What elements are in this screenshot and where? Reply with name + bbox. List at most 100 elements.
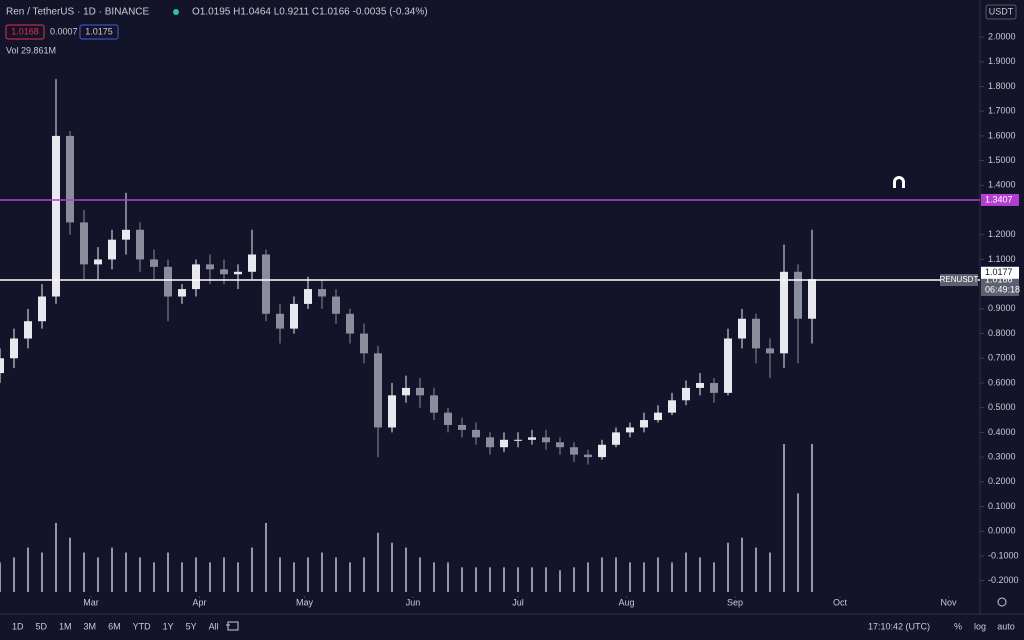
candle-body xyxy=(514,439,522,441)
y-tick-label: 1.1000 xyxy=(988,254,1016,264)
price-label-box xyxy=(981,193,1019,206)
range-button[interactable]: YTD xyxy=(133,621,152,631)
y-tick-label: 1.9000 xyxy=(988,56,1016,66)
range-button[interactable]: All xyxy=(209,621,219,631)
x-tick-label: Mar xyxy=(83,597,99,607)
candle-body xyxy=(556,442,564,448)
candle-body xyxy=(276,313,284,329)
candle-body xyxy=(682,387,690,401)
y-tick-label: -0.1000 xyxy=(988,550,1019,560)
y-tick-label: 1.2000 xyxy=(988,229,1016,239)
volume-bar xyxy=(741,537,743,592)
settings-icon[interactable] xyxy=(997,597,1007,607)
volume-bar xyxy=(237,562,239,592)
candle-body xyxy=(94,259,102,265)
volume-bar xyxy=(615,557,617,592)
candle-body xyxy=(38,296,46,322)
price-label: 1.0166 xyxy=(985,274,1013,284)
candle-body xyxy=(402,387,410,396)
compare-icon[interactable] xyxy=(226,621,239,631)
volume-bar xyxy=(447,562,449,592)
candle-body xyxy=(66,135,74,223)
volume-bar xyxy=(209,562,211,592)
volume-bar xyxy=(391,542,393,592)
volume-bar xyxy=(363,557,365,592)
range-button[interactable]: 5Y xyxy=(186,621,197,631)
candle-body xyxy=(80,222,88,265)
range-button[interactable]: 1D xyxy=(12,621,24,631)
volume-bar xyxy=(783,444,785,592)
volume-bar xyxy=(461,567,463,592)
candle-body xyxy=(626,427,634,433)
y-tick-label: 2.0000 xyxy=(988,31,1016,41)
y-tick-label: 0.9000 xyxy=(988,303,1016,313)
candle-body xyxy=(360,333,368,354)
volume-bar xyxy=(377,532,379,592)
candle-body xyxy=(668,400,676,413)
y-tick-label: 0.1000 xyxy=(988,501,1016,511)
y-tick-label: 1.7000 xyxy=(988,106,1016,116)
candle-body xyxy=(10,338,18,359)
volume-bar xyxy=(657,557,659,592)
scale-option[interactable]: % xyxy=(954,621,962,631)
volume-bar xyxy=(97,557,99,592)
x-tick-label: Jun xyxy=(406,597,421,607)
volume-bar xyxy=(251,547,253,592)
range-button[interactable]: 5D xyxy=(36,621,48,631)
volume-bar xyxy=(573,567,575,592)
volume-bar xyxy=(433,562,435,592)
currency-box[interactable] xyxy=(985,4,1017,20)
range-button[interactable]: 1Y xyxy=(163,621,174,631)
price-label: 1.3407 xyxy=(985,194,1013,204)
candle-body xyxy=(192,264,200,290)
clock: 17:10:42 (UTC) xyxy=(868,621,930,631)
volume-bar xyxy=(419,557,421,592)
volume-bar xyxy=(83,552,85,592)
volume-bar xyxy=(321,552,323,592)
price-label-box xyxy=(981,274,1019,297)
volume-bar xyxy=(223,557,225,592)
range-button[interactable]: 6M xyxy=(108,621,121,631)
volume-bar xyxy=(811,444,813,592)
y-tick-label: 1.6000 xyxy=(988,130,1016,140)
candle-body xyxy=(724,338,732,393)
volume-bar xyxy=(181,562,183,592)
candle-body xyxy=(472,429,480,438)
range-button[interactable]: 3M xyxy=(84,621,97,631)
y-tick-label: 0.4000 xyxy=(988,427,1016,437)
volume-bar xyxy=(475,567,477,592)
symbol-tag-box xyxy=(940,274,978,287)
price-marker: 1.0177 xyxy=(985,267,1013,277)
volume-bar xyxy=(405,547,407,592)
candle-body xyxy=(696,382,704,388)
candle-body xyxy=(122,229,130,240)
volume-bar xyxy=(755,547,757,592)
y-tick-label: 1.4000 xyxy=(988,180,1016,190)
x-tick-label: Apr xyxy=(192,597,206,607)
candle-body xyxy=(304,289,312,304)
candle-body xyxy=(164,266,172,297)
x-tick-label: Sep xyxy=(727,597,743,607)
candle-body xyxy=(444,412,452,425)
y-tick-label: 0.8000 xyxy=(988,328,1016,338)
volume-bar xyxy=(335,557,337,592)
volume-bar xyxy=(489,567,491,592)
candle-body xyxy=(290,303,298,329)
candle-body xyxy=(388,395,396,428)
scale-option[interactable]: log xyxy=(974,621,986,631)
volume-bar xyxy=(727,542,729,592)
candle-body xyxy=(458,424,466,430)
candle-body xyxy=(542,437,550,443)
magnet-icon[interactable] xyxy=(893,176,905,188)
candle-body xyxy=(710,382,718,393)
y-tick-label: 0.5000 xyxy=(988,402,1016,412)
volume-bar xyxy=(503,567,505,592)
status-dot xyxy=(173,9,179,15)
candle-body xyxy=(598,444,606,458)
range-button[interactable]: 1M xyxy=(59,621,72,631)
x-tick-label: Nov xyxy=(940,597,957,607)
x-tick-label: Jul xyxy=(512,597,524,607)
scale-option[interactable]: auto xyxy=(997,621,1015,631)
currency[interactable]: USDT xyxy=(989,6,1014,16)
candle-body xyxy=(52,135,60,297)
